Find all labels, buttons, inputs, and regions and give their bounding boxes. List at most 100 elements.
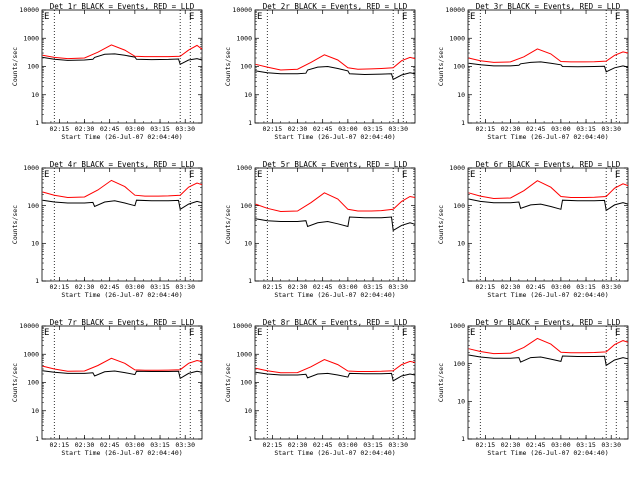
x-tick-label: 03:00 [551, 125, 571, 133]
y-tick-label: 100 [27, 63, 39, 71]
x-tick-label: 03:15 [363, 441, 383, 449]
x-tick-label: 03:30 [388, 283, 408, 291]
panel-1: Det 1r BLACK = Events, RED = LLD 1 10 100 10… [11, 2, 203, 141]
x-tick-label: 02:15 [263, 283, 283, 291]
x-tick-label: 02:30 [501, 283, 521, 291]
x-tick-label: 03:15 [363, 125, 383, 133]
y-axis-label: Counts/sec [437, 363, 445, 402]
panel-title: Det 6r BLACK = Events, RED = LLD [476, 160, 621, 169]
x-tick-label: 02:30 [288, 441, 308, 449]
annotation-e-right: E [615, 12, 620, 22]
series-line-lld [42, 357, 203, 372]
panel-7: Det 7r BLACK = Events, RED = LLD 1 10 100 10… [11, 318, 203, 457]
y-tick-label: 10000 [232, 6, 252, 14]
x-tick-label: 03:30 [601, 441, 621, 449]
x-tick-label: 02:30 [501, 125, 521, 133]
series-line-events [42, 199, 203, 211]
y-tick-label: 100 [453, 63, 465, 71]
y-tick-label: 1000 [23, 34, 39, 42]
x-tick-label: 02:15 [50, 125, 70, 133]
x-tick-label: 02:45 [313, 283, 333, 291]
x-axis-label: Start Time (26-Jul-07 02:04:40) [487, 291, 608, 299]
y-axis-label: Counts/sec [224, 47, 232, 86]
x-tick-label: 03:30 [388, 125, 408, 133]
x-tick-label: 02:30 [288, 125, 308, 133]
x-tick-label: 03:00 [338, 125, 358, 133]
series-line-events [468, 198, 629, 212]
annotation-e-left: E [470, 12, 475, 22]
y-tick-label: 10000 [19, 322, 39, 330]
y-tick-label: 10 [457, 240, 465, 248]
series-line-lld [42, 179, 203, 199]
series-line-events [468, 61, 629, 73]
y-tick-label: 10000 [19, 6, 39, 14]
plot-frame [467, 167, 629, 282]
x-tick-label: 02:30 [75, 283, 95, 291]
series-line-events [42, 53, 203, 66]
panel-5: Det 5r BLACK = Events, RED = LLD 1 10 100 10… [224, 160, 416, 299]
series-line-lld [42, 44, 203, 60]
annotation-e-right: E [402, 328, 407, 338]
panel-title: Det 7r BLACK = Events, RED = LLD [50, 318, 195, 327]
panel-6: Det 6r BLACK = Events, RED = LLD 1 10 100 10… [437, 160, 629, 299]
x-tick-label: 03:15 [150, 441, 170, 449]
annotation-e-right: E [189, 12, 194, 22]
y-tick-label: 1 [35, 277, 39, 285]
x-tick-label: 03:30 [601, 283, 621, 291]
series-line-events [255, 65, 416, 81]
x-tick-label: 03:15 [363, 283, 383, 291]
panel-9: Det 9r BLACK = Events, RED = LLD 1 10 100 10… [437, 318, 629, 457]
x-tick-label: 02:30 [75, 441, 95, 449]
x-tick-label: 03:30 [601, 125, 621, 133]
annotation-e-right: E [189, 328, 194, 338]
panel-title: Det 3r BLACK = Events, RED = LLD [476, 2, 621, 11]
series-line-lld [255, 192, 416, 213]
y-tick-label: 10 [457, 398, 465, 406]
y-tick-label: 100 [240, 379, 252, 387]
y-axis-label: Counts/sec [437, 47, 445, 86]
y-tick-label: 10000 [232, 322, 252, 330]
x-axis-label: Start Time (26-Jul-07 02:04:40) [487, 449, 608, 457]
x-tick-label: 03:00 [338, 441, 358, 449]
y-tick-label: 1 [35, 435, 39, 443]
y-tick-label: 100 [240, 202, 252, 210]
x-axis-label: Start Time (26-Jul-07 02:04:40) [274, 291, 395, 299]
x-tick-label: 02:15 [476, 441, 496, 449]
series-line-lld [468, 180, 629, 200]
x-axis-label: Start Time (26-Jul-07 02:04:40) [61, 133, 182, 141]
x-tick-label: 03:30 [175, 441, 195, 449]
series-line-events [255, 371, 416, 382]
y-tick-label: 10 [31, 240, 39, 248]
x-tick-label: 02:45 [100, 441, 120, 449]
plot-frame [41, 167, 203, 282]
y-tick-label: 10 [31, 91, 39, 99]
x-tick-label: 03:15 [576, 283, 596, 291]
x-tick-label: 03:15 [150, 283, 170, 291]
y-tick-label: 1000 [23, 350, 39, 358]
annotation-e-right: E [189, 170, 194, 180]
y-tick-label: 1000 [236, 34, 252, 42]
x-tick-label: 03:15 [576, 125, 596, 133]
x-tick-label: 02:15 [263, 441, 283, 449]
y-tick-label: 10 [244, 240, 252, 248]
y-tick-label: 100 [453, 202, 465, 210]
y-axis-label: Counts/sec [224, 205, 232, 244]
x-tick-label: 03:00 [551, 283, 571, 291]
y-tick-label: 1 [248, 435, 252, 443]
y-tick-label: 100 [453, 360, 465, 368]
annotation-e-right: E [402, 12, 407, 22]
x-axis-label: Start Time (26-Jul-07 02:04:40) [61, 291, 182, 299]
y-tick-label: 10000 [445, 6, 465, 14]
plot-frame [467, 325, 629, 440]
panel-title: Det 2r BLACK = Events, RED = LLD [263, 2, 408, 11]
y-tick-label: 1000 [449, 322, 465, 330]
y-tick-label: 1000 [449, 164, 465, 172]
y-tick-label: 1000 [449, 34, 465, 42]
y-tick-label: 1000 [236, 350, 252, 358]
y-axis-label: Counts/sec [11, 47, 19, 86]
series-line-lld [468, 337, 629, 355]
y-tick-label: 1 [461, 435, 465, 443]
series-line-lld [255, 54, 416, 71]
series-line-events [255, 216, 416, 232]
annotation-e-left: E [470, 170, 475, 180]
